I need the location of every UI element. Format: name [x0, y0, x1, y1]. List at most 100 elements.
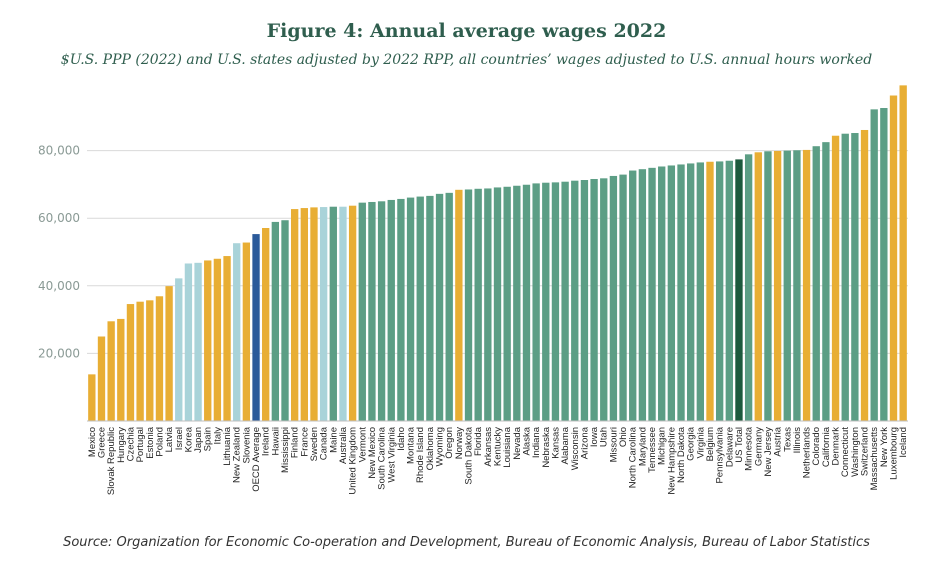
- x-tick-label: France: [299, 427, 310, 457]
- bar: [561, 181, 569, 421]
- y-axis: 20,000 40,000 60,000 80,000: [38, 144, 80, 361]
- bar: [146, 300, 154, 421]
- x-tick-label: New Hampshire: [666, 427, 677, 495]
- bar: [406, 197, 415, 421]
- bar: [619, 174, 627, 421]
- x-tick-label: Austria: [773, 426, 784, 456]
- bar: [773, 150, 782, 421]
- x-tick-label: Sweden: [309, 427, 320, 461]
- bar: [416, 196, 424, 421]
- bar: [764, 151, 772, 421]
- bar: [551, 182, 560, 421]
- x-tick-label: Nebraska: [541, 426, 552, 467]
- bar: [126, 304, 135, 421]
- bar: [204, 260, 212, 421]
- x-tick-label: New Zealand: [232, 427, 243, 483]
- bar: [107, 321, 115, 421]
- x-tick-label: Oklahoma: [425, 426, 436, 470]
- bar: [194, 262, 202, 421]
- bar: [667, 165, 676, 421]
- x-tick-label: Illinois: [792, 427, 803, 454]
- x-tick-label: Japan: [193, 427, 204, 453]
- x-tick-label: Finland: [290, 427, 301, 458]
- bar: [339, 206, 347, 421]
- bar: [464, 189, 473, 421]
- x-tick-label: Arkansas: [483, 427, 494, 467]
- x-tick-label: Montana: [406, 426, 417, 464]
- bar: [136, 301, 144, 421]
- bar: [319, 207, 328, 421]
- x-tick-label: Delaware: [724, 427, 735, 467]
- x-tick-label: North Carolina: [628, 426, 639, 488]
- bar: [484, 188, 492, 421]
- bar: [300, 208, 308, 421]
- x-tick-label: Colorado: [811, 427, 822, 466]
- bar: [629, 170, 637, 421]
- x-tick-label: Mexico: [87, 427, 98, 457]
- bar: [687, 163, 695, 421]
- x-tick-label: Czechia: [125, 426, 136, 461]
- x-tick-label: Australia: [338, 426, 349, 464]
- x-tick-label: Germany: [753, 427, 764, 466]
- bar: [793, 150, 801, 421]
- bar: [590, 178, 598, 421]
- x-tick-label: Tennessee: [647, 427, 658, 473]
- bar: [155, 296, 164, 421]
- bar: [802, 149, 811, 422]
- x-tick-label: Utah: [599, 427, 610, 447]
- bar: [252, 234, 260, 421]
- bar: [242, 242, 251, 421]
- y-tick-label: 80,000: [38, 144, 80, 158]
- bar: [571, 180, 579, 421]
- x-tick-label: Poland: [154, 427, 165, 457]
- x-tick-label: Norway: [454, 427, 465, 459]
- x-tick-label: Florida: [473, 426, 484, 456]
- bar: [696, 162, 704, 421]
- bar: [889, 95, 898, 421]
- x-tick-label: Slovak Republic: [106, 427, 117, 495]
- x-tick-label: Kansas: [550, 427, 561, 459]
- x-tick-label: Iowa: [589, 426, 600, 447]
- bar: [735, 159, 743, 421]
- bar: [600, 178, 608, 421]
- x-tick-label: Indiana: [531, 426, 542, 458]
- x-tick-label: Arizona: [579, 426, 590, 459]
- bar: [648, 167, 656, 421]
- bar: [262, 228, 270, 421]
- bar: [841, 133, 849, 421]
- x-tick-label: Belgium: [705, 427, 716, 461]
- bar: [426, 195, 434, 421]
- bar: [281, 220, 289, 421]
- x-tick-label: New Jersey: [763, 427, 774, 477]
- x-tick-label: Wisconsin: [570, 427, 581, 470]
- bar: [744, 154, 753, 421]
- bar: [368, 201, 376, 421]
- x-tick-label: United Kingdom: [348, 427, 359, 495]
- x-tick-label: Israel: [174, 427, 185, 450]
- x-tick-label: Maryland: [637, 427, 648, 466]
- x-tick-label: Alaska: [521, 426, 532, 455]
- x-tick-label: West Virginia: [386, 426, 397, 482]
- bar: [609, 175, 618, 421]
- x-tick-label: Texas: [782, 427, 793, 452]
- y-tick-label: 60,000: [38, 211, 80, 225]
- bar: [851, 133, 859, 421]
- bar: [658, 166, 666, 421]
- x-tick-label: Ireland: [261, 427, 272, 456]
- x-tick-label: Greece: [96, 427, 107, 458]
- bar: [88, 374, 96, 421]
- x-tick-label: Idaho: [396, 427, 407, 451]
- bar: [860, 129, 869, 422]
- bar: [542, 182, 550, 421]
- chart-title: Figure 4: Annual average wages 2022: [266, 20, 667, 42]
- bar: [435, 193, 444, 421]
- x-tick-label: Oregon: [444, 427, 455, 459]
- x-tick-label: Virginia: [695, 426, 706, 458]
- bar: [706, 161, 714, 421]
- x-tick-label: Nevada: [512, 426, 523, 459]
- bar: [397, 198, 405, 421]
- bar: [223, 256, 231, 421]
- bar: [445, 192, 453, 421]
